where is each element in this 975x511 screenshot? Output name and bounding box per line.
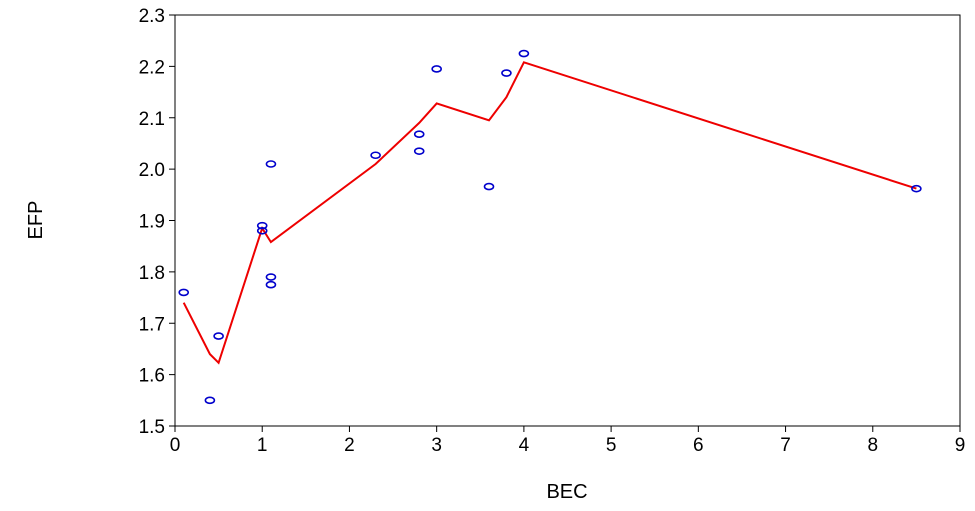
scatter-point (265, 273, 277, 281)
x-tick-label: 3 (431, 435, 442, 456)
y-tick-label: 1.8 (139, 263, 165, 284)
y-tick-label: 1.9 (139, 212, 165, 233)
x-tick-label: 2 (344, 435, 355, 456)
y-tick-label: 2.3 (139, 6, 165, 27)
scatter-point (518, 49, 530, 58)
x-tick-label: 4 (519, 435, 530, 456)
x-tick-label: 1 (257, 435, 268, 456)
y-tick-label: 1.6 (139, 366, 165, 387)
y-tick-label: 2.1 (139, 109, 165, 130)
y-tick-label: 1.5 (139, 417, 165, 438)
scatter-point (501, 69, 512, 77)
scatter-point (178, 288, 190, 297)
scatter-point (265, 160, 277, 168)
y-tick-label: 2.0 (139, 160, 165, 181)
x-tick-label: 7 (780, 435, 791, 456)
scatter-point (911, 184, 922, 193)
scatter-points-layer (178, 49, 922, 405)
scatter-point (204, 396, 216, 405)
x-tick-label: 9 (955, 435, 966, 456)
y-tick-label: 2.2 (139, 57, 165, 78)
fit-line (182, 61, 917, 365)
scatter-point (213, 332, 224, 340)
x-tick-label: 0 (170, 435, 181, 456)
axis-ticks: 0 1 2 3 4 5 6 7 8 9 1.5 1.6 1.7 1.8 1.9 2.0 2.1 2.2 2.3 (139, 6, 966, 456)
scatter-point (256, 226, 268, 235)
scatter-point (370, 151, 381, 160)
y-axis-title: EFP (25, 201, 47, 240)
scatter-point (256, 221, 268, 230)
scatter-point (413, 130, 425, 138)
scatter-point (483, 182, 495, 191)
x-tick-label: 8 (867, 435, 878, 456)
x-tick-label: 5 (606, 435, 617, 456)
scatter-point (413, 147, 425, 155)
scatter-point (265, 280, 277, 289)
fit-line-layer (182, 61, 917, 365)
scatter-point (431, 65, 442, 73)
x-axis-title: BEC (546, 481, 587, 503)
x-tick-label: 6 (693, 435, 704, 456)
y-tick-label: 1.7 (139, 314, 165, 335)
